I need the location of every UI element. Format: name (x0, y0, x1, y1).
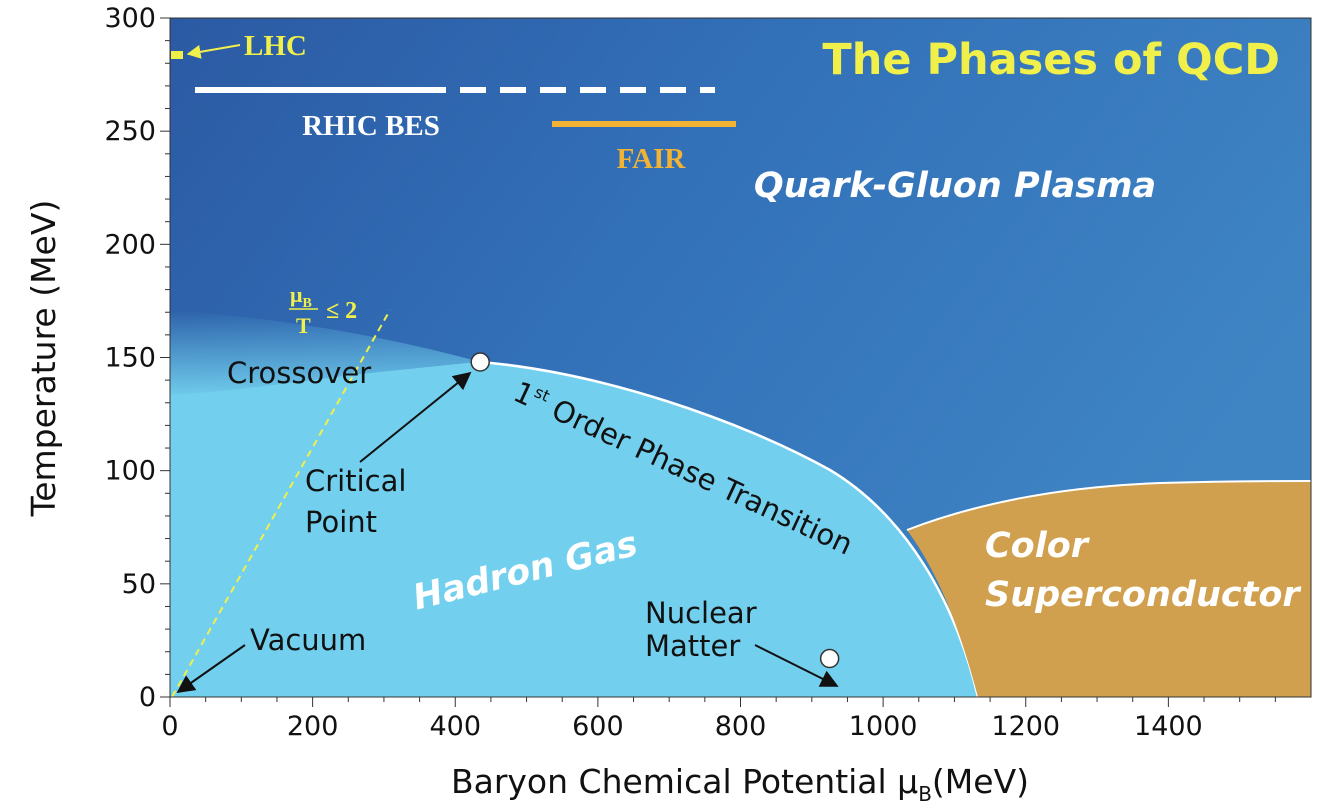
sc-boundary-line (906, 480, 1311, 531)
svg-text:T: T (296, 313, 311, 338)
svg-text:≤ 2: ≤ 2 (326, 298, 357, 324)
first-order-sup: st (531, 382, 552, 405)
critical-point-label-line1: Critical (305, 464, 406, 498)
x-tick-label: 1200 (991, 711, 1060, 742)
y-tick-label: 250 (104, 116, 156, 147)
diagram-title: The Phases of QCD (822, 35, 1280, 85)
nuclear-matter-label-line1: Nuclear (645, 596, 757, 630)
color-sc-label-line1: Color (985, 526, 1091, 566)
crossover-band (170, 310, 480, 400)
y-axis-ticks: 0 50 100 150 200 250 300 (104, 3, 170, 713)
first-order-line (479, 360, 980, 697)
critical-point-label-line2: Point (305, 505, 377, 539)
mub-over-t-line (171, 309, 391, 697)
fair-label: FAIR (617, 143, 687, 175)
x-axis-ticks: 0 200 400 600 800 1000 1200 1400 (161, 697, 1276, 742)
y-tick-label: 200 (104, 229, 156, 260)
vacuum-arrow (176, 644, 246, 694)
x-tick-label: 600 (572, 711, 624, 742)
x-tick-label: 1400 (1134, 711, 1203, 742)
critical-point-arrow (359, 371, 472, 463)
qgp-label: Quark-Gluon Plasma (754, 166, 1156, 206)
x-tick-label: 400 (429, 711, 481, 742)
lhc-arrow (186, 44, 241, 59)
plot-area (170, 18, 1311, 697)
mub-over-t-label: μB T ≤ 2 (289, 282, 357, 338)
color-sc-label-line2: Superconductor (985, 575, 1302, 615)
x-tick-label: 200 (287, 711, 339, 742)
y-tick-label: 100 (104, 456, 156, 487)
y-tick-label: 150 (104, 343, 156, 374)
y-tick-label: 0 (139, 682, 156, 713)
x-axis-title: Baryon Chemical Potential μB(MeV) (451, 762, 1029, 806)
nuclear-matter-arrow (754, 644, 839, 687)
crossover-label: Crossover (227, 356, 371, 390)
y-tick-label: 300 (104, 3, 156, 34)
svg-text:μB: μB (290, 282, 312, 311)
y-tick-label: 50 (122, 569, 156, 600)
x-tick-label: 1000 (849, 711, 918, 742)
nuclear-matter-label-line2: Matter (645, 629, 740, 663)
lhc-label: LHC (244, 30, 307, 62)
y-axis-title: Temperature (MeV) (24, 200, 63, 518)
vacuum-label: Vacuum (250, 623, 366, 657)
rhic-label: RHIC BES (302, 110, 440, 142)
x-tick-label: 0 (161, 711, 178, 742)
lhc-marker (171, 51, 183, 59)
critical-point-marker (470, 352, 490, 372)
x-tick-label: 800 (715, 711, 767, 742)
color-superconductor-region (907, 481, 1311, 697)
nuclear-matter-marker (819, 648, 840, 669)
hadron-gas-region (170, 362, 978, 697)
